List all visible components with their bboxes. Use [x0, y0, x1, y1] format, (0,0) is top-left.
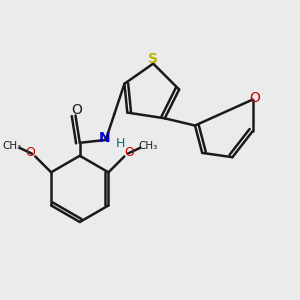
Text: O: O: [250, 91, 260, 105]
Text: CH₃: CH₃: [139, 141, 158, 152]
Text: O: O: [124, 146, 134, 159]
Text: H: H: [116, 137, 125, 150]
Text: S: S: [148, 52, 158, 66]
Text: N: N: [98, 131, 110, 146]
Text: O: O: [25, 146, 35, 159]
Text: O: O: [71, 103, 82, 117]
Text: CH₃: CH₃: [3, 141, 22, 152]
